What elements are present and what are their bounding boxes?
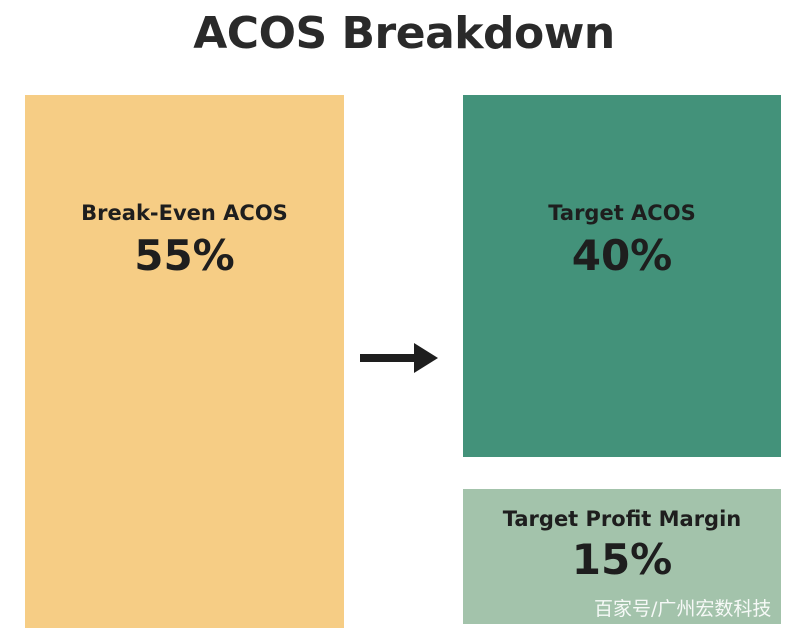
target-profit-margin-value: 15%	[571, 535, 673, 584]
break-even-acos-label: Break-Even ACOS	[81, 201, 288, 225]
target-acos-label: Target ACOS	[548, 201, 696, 225]
right-arrow-icon	[360, 343, 438, 373]
watermark: 百家号/广州宏数科技	[594, 598, 772, 620]
target-profit-margin-box: Target Profit Margin 15%	[463, 489, 781, 624]
target-acos-box: Target ACOS 40%	[463, 95, 781, 457]
break-even-acos-value: 55%	[134, 231, 235, 280]
diagram-title: ACOS Breakdown	[193, 8, 615, 59]
break-even-acos-box: Break-Even ACOS 55%	[25, 95, 344, 628]
target-profit-margin-label: Target Profit Margin	[502, 507, 742, 531]
target-acos-value: 40%	[571, 231, 673, 280]
